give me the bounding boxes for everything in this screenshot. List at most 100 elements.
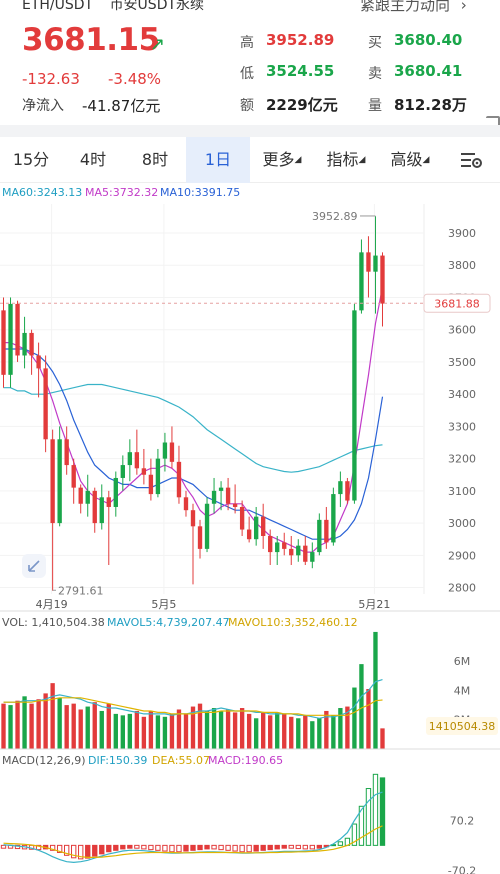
candle-body	[380, 255, 385, 304]
volume-bar	[197, 703, 203, 749]
candle-body	[43, 368, 48, 440]
volume-bar	[204, 710, 210, 749]
candle-body	[225, 487, 231, 504]
tab-advanced-label: 高级	[390, 149, 423, 169]
candle-body	[317, 519, 322, 553]
macd-bar	[183, 844, 189, 852]
timeframe-tabs: 15分 4时 8时 1日 更多◢ 指标◢ 高级◢	[0, 136, 500, 183]
market-name: 币安USDT永续	[109, 0, 205, 13]
main-grid	[0, 204, 425, 594]
corner-icon	[486, 116, 500, 130]
candle-body	[183, 497, 189, 511]
macd-bar	[162, 844, 168, 852]
macd-axis: 70.2 -70.2	[448, 814, 476, 874]
macd-bar	[351, 823, 358, 846]
volume-bar	[268, 715, 273, 749]
volume-bar	[57, 697, 62, 749]
macd-bar	[176, 844, 182, 853]
tab-more[interactable]: 更多◢	[250, 137, 314, 183]
chart-settings-button[interactable]	[442, 137, 500, 183]
min-price-label: 2791.61	[58, 584, 104, 597]
candle-body	[57, 439, 62, 524]
candle-body	[29, 332, 34, 356]
candle-body	[366, 252, 371, 272]
tab-indicators[interactable]: 指标◢	[314, 137, 378, 183]
candlesticks	[1, 216, 385, 591]
mavol5-legend: MAVOL5:4,739,207.47	[107, 616, 230, 629]
volume-bar	[275, 712, 280, 749]
candle-body	[331, 494, 336, 543]
macd-bar	[211, 844, 217, 850]
mavol10-line	[3, 697, 383, 716]
y-tick-label: 3300	[448, 420, 476, 433]
pair-title[interactable]: ETH/USDT 币安USDT永续	[22, 0, 204, 14]
follow-link[interactable]: 紧跟主力动向 ›	[360, 0, 467, 15]
y-tick-label: 3600	[448, 324, 476, 337]
candle-body	[162, 442, 168, 459]
follow-label: 紧跟主力动向	[360, 0, 451, 14]
volume-bar	[261, 712, 266, 749]
volume-bar	[99, 710, 104, 749]
kline-chart-area[interactable]: MA60:3243.13 MA5:3732.32 MA10:3391.75 39…	[0, 184, 500, 874]
volume-bar	[324, 710, 329, 749]
tab-15m[interactable]: 15分	[12, 149, 50, 169]
candle-body	[239, 506, 245, 530]
macd-bar	[337, 841, 344, 846]
volume-bar	[92, 702, 97, 749]
candle-body	[8, 303, 13, 375]
collapse-icon[interactable]	[22, 554, 46, 578]
candle-body	[1, 310, 6, 375]
chart-settings-icon	[461, 153, 482, 168]
ma60-legend: MA60:3243.13	[2, 186, 82, 199]
candle-body	[359, 252, 364, 311]
volume-bar	[113, 713, 118, 749]
high-value: 3952.89	[266, 31, 335, 49]
volume-bar	[134, 710, 140, 749]
tab-4h[interactable]: 4时	[79, 149, 107, 169]
macd-bar	[78, 844, 84, 860]
current-price-tag-text: 3681.88	[434, 297, 480, 310]
price-change: -132.63	[22, 70, 80, 88]
y-tick-label: 3800	[448, 259, 476, 272]
candle-body	[275, 542, 280, 553]
tab-8h[interactable]: 8时	[141, 149, 169, 169]
pair-symbol: ETH/USDT	[22, 0, 94, 13]
bid-value: 3680.40	[394, 31, 463, 49]
y-tick-label: 3400	[448, 388, 476, 401]
macd-bar	[204, 844, 210, 850]
candle-body	[64, 439, 69, 466]
candle-body	[246, 529, 252, 540]
volume-bar	[289, 716, 294, 749]
volume-bar	[380, 728, 385, 749]
volume-bar	[183, 713, 189, 749]
macd-bar	[232, 844, 238, 852]
macd-bar	[225, 844, 231, 851]
volume-bar	[239, 708, 245, 749]
volume-bar	[317, 718, 322, 749]
volume-bar	[29, 703, 34, 749]
candle-body	[78, 487, 83, 504]
macd-bar	[14, 844, 21, 850]
candle-body	[289, 548, 294, 556]
macd-bar	[253, 844, 259, 852]
ma10-legend: MA10:3391.75	[160, 186, 240, 199]
macd-bar	[302, 844, 308, 850]
tab-1d[interactable]: 1日	[186, 136, 250, 183]
candle-body	[190, 510, 196, 527]
macd-bar	[288, 844, 294, 849]
volume-bar	[225, 709, 231, 749]
ask-label: 卖	[368, 66, 382, 82]
macd-tick-label: -70.2	[448, 864, 476, 874]
max-price-label: 3952.89	[312, 210, 358, 223]
volume-bar	[190, 706, 196, 749]
candle-body	[282, 542, 287, 549]
tab-advanced[interactable]: 高级◢	[378, 137, 442, 183]
macd-bar	[106, 844, 112, 853]
dropdown-corner-icon: ◢	[294, 154, 302, 165]
amount-label: 额	[240, 98, 254, 114]
candle-body	[352, 310, 357, 501]
ma60-line	[3, 383, 383, 473]
macd-bar	[267, 844, 273, 851]
macd-bar	[358, 805, 365, 846]
volume-bar	[148, 710, 154, 749]
